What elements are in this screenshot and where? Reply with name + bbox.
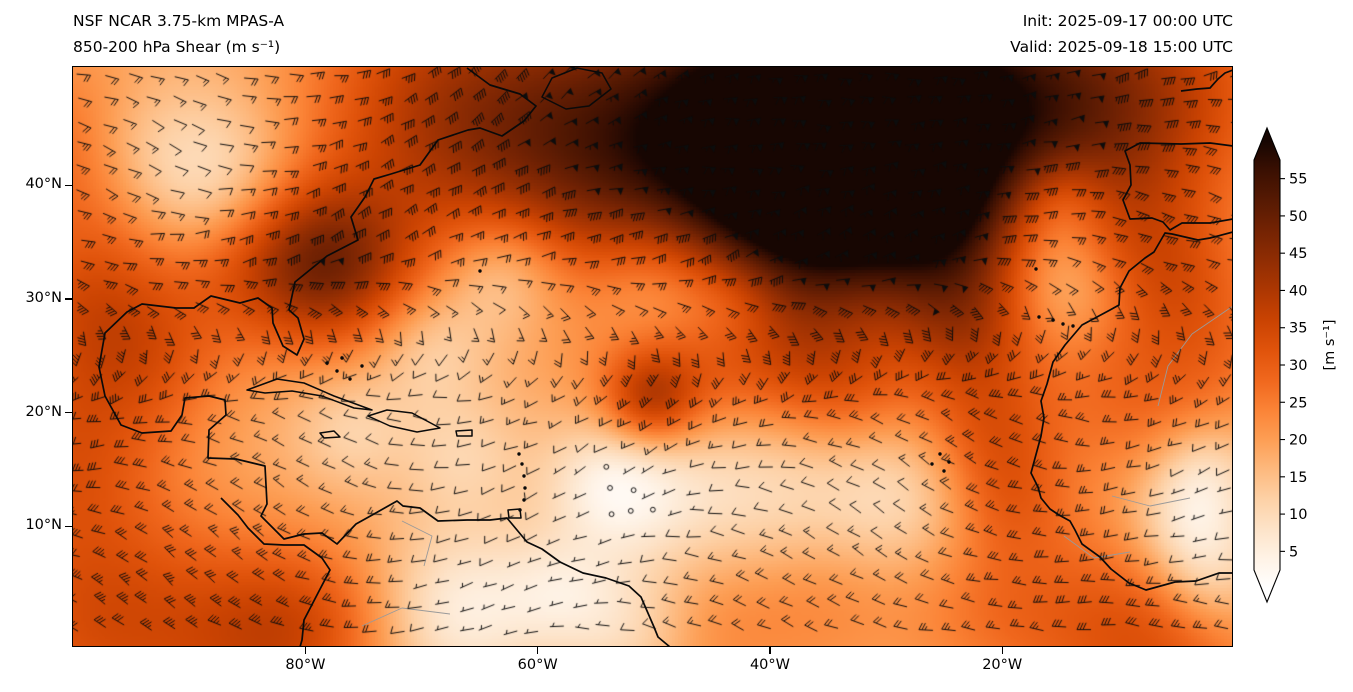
x-tick-label: 60°W — [517, 657, 558, 673]
x-tick-mark — [537, 647, 539, 654]
colorbar-tick-label: 25 — [1289, 395, 1307, 411]
y-tick-mark — [65, 412, 72, 414]
colorbar-tick-label: 40 — [1289, 283, 1307, 299]
colorbar-tick-label: 15 — [1289, 470, 1307, 486]
x-tick-label: 20°W — [982, 657, 1023, 673]
valid-time: Valid: 2025-09-18 15:00 UTC — [1010, 38, 1233, 56]
y-tick-mark — [65, 525, 72, 528]
x-tick-label: 40°W — [749, 657, 790, 673]
colorbar-tick-label: 30 — [1289, 358, 1307, 374]
colorbar-tick-label: 10 — [1289, 507, 1307, 523]
colorbar-tick-label: 5 — [1289, 544, 1298, 560]
colorbar-bar — [1253, 126, 1281, 604]
x-tick-mark — [1001, 647, 1003, 654]
plot-title-block: NSF NCAR 3.75-km MPAS-A 850-200 hPa Shea… — [73, 8, 284, 60]
init-time: Init: 2025-09-17 00:00 UTC — [1022, 12, 1233, 30]
y-tick-label: 20°N — [25, 403, 62, 420]
colorbar-tick-label: 35 — [1289, 321, 1307, 337]
colorbar-tick-label: 20 — [1289, 433, 1307, 449]
map-axes — [72, 66, 1233, 647]
y-tick-label: 40°N — [25, 176, 62, 193]
colorbar-tick-label: 45 — [1289, 246, 1307, 262]
x-tick-mark — [769, 647, 771, 654]
colorbar-tick-label: 50 — [1289, 209, 1307, 225]
y-tick-mark — [65, 184, 72, 186]
colorbar-label: [m s⁻¹] — [1322, 319, 1338, 371]
colorbar: 5 10 15 20 25 30 35 40 45 50 55 — [1253, 126, 1307, 604]
y-tick-label: 10°N — [25, 517, 62, 534]
x-tick-label: 80°W — [285, 657, 326, 673]
field-title: 850-200 hPa Shear (m s⁻¹) — [73, 38, 281, 56]
y-tick-label: 30°N — [25, 290, 62, 307]
run-time-block: Init: 2025-09-17 00:00 UTC Valid: 2025-0… — [1010, 8, 1233, 60]
x-tick-mark — [304, 647, 307, 654]
wind-barbs-layer — [72, 66, 1233, 647]
y-tick-mark — [65, 298, 72, 300]
colorbar-tick-label: 55 — [1289, 172, 1307, 188]
model-title: NSF NCAR 3.75-km MPAS-A — [73, 12, 285, 30]
